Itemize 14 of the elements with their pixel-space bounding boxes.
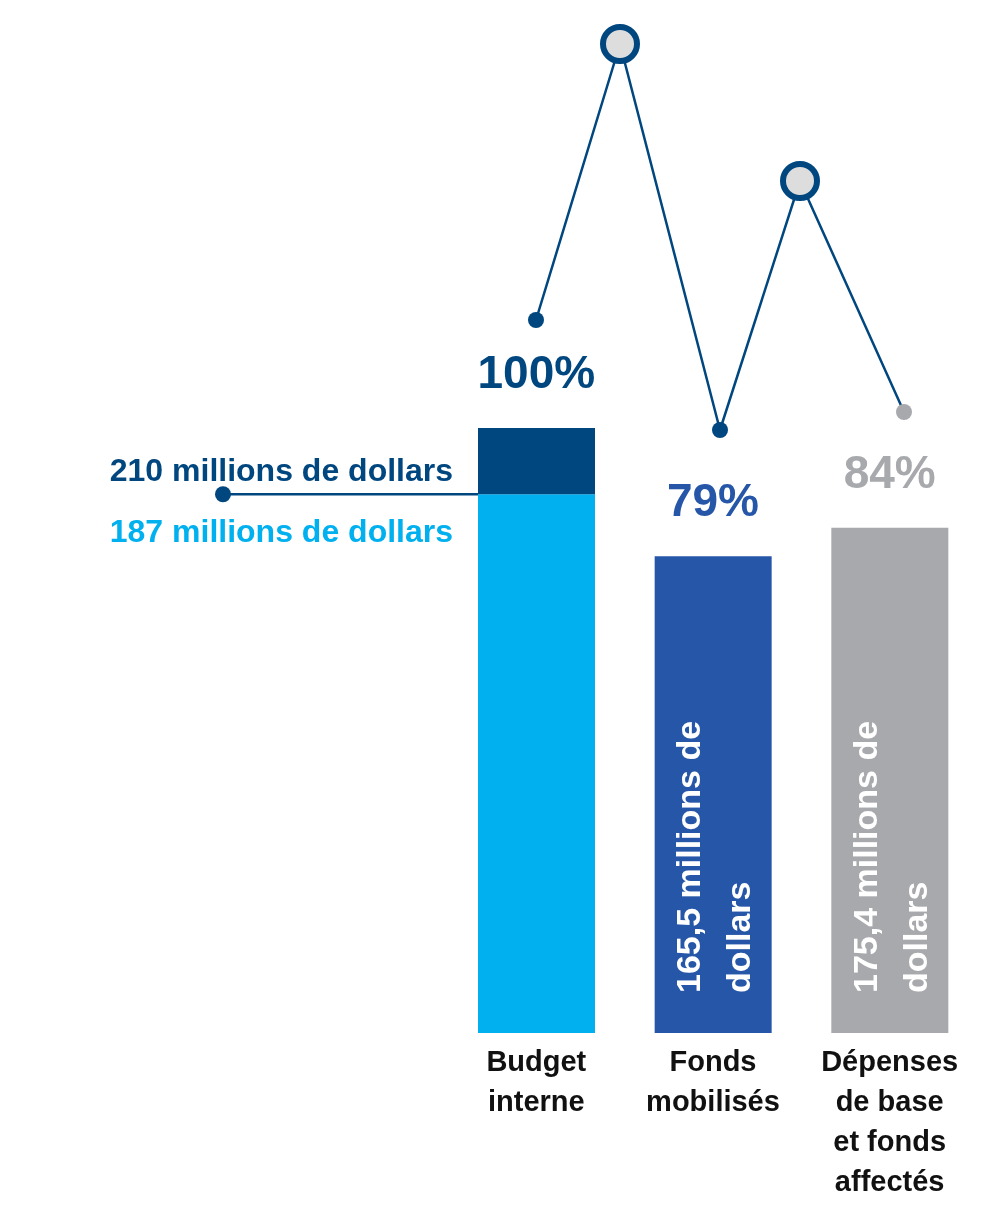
annotation: 84% <box>843 445 936 498</box>
bar <box>478 494 595 1033</box>
data-label: 187 millions de dollars <box>109 513 453 550</box>
total-label: 210 millions de dollars <box>109 452 453 489</box>
bar <box>654 556 772 1033</box>
x-tick-label: Dépenses de base et fonds affectés <box>821 1045 959 1197</box>
x-tick-label: Fonds mobilisés <box>646 1045 780 1117</box>
annotation: 100% <box>477 346 596 398</box>
data-label: 175,4 millions de dollars <box>845 720 934 993</box>
annotation: 79% <box>666 474 760 527</box>
data-label: 165,5 millions de dollars <box>669 720 758 993</box>
bar <box>478 428 595 495</box>
bar <box>831 527 949 1033</box>
x-tick-label: Budget interne <box>486 1045 587 1117</box>
